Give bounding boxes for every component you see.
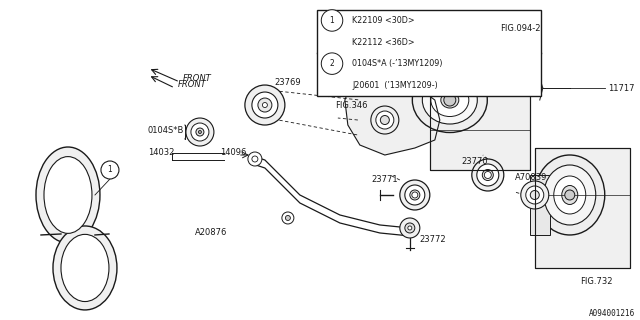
Circle shape [248,152,262,166]
Text: 0104S*B: 0104S*B [148,125,184,134]
Bar [430,60,530,170]
Circle shape [262,102,268,108]
Ellipse shape [61,234,109,301]
Circle shape [400,218,420,238]
Ellipse shape [412,68,487,132]
Circle shape [282,212,294,224]
Ellipse shape [36,147,100,243]
Text: 0104S*A (-’13MY1209): 0104S*A (-’13MY1209) [353,59,443,68]
Text: 1: 1 [108,165,113,174]
Ellipse shape [44,156,92,233]
Circle shape [285,215,291,220]
Ellipse shape [477,164,499,186]
Circle shape [564,190,575,200]
Ellipse shape [410,190,420,200]
Circle shape [405,223,415,233]
Text: 14032: 14032 [148,148,174,156]
Circle shape [252,156,258,162]
Text: 1: 1 [330,16,335,25]
Bar [430,60,530,170]
Bar [317,10,541,96]
Polygon shape [345,65,440,155]
Text: A70839: A70839 [515,173,547,182]
Text: J20601  (’13MY1209-): J20601 (’13MY1209-) [353,81,438,90]
Circle shape [252,92,278,118]
Ellipse shape [531,190,540,199]
Text: A094001216: A094001216 [589,309,635,318]
Ellipse shape [483,170,493,180]
Circle shape [412,192,418,198]
Ellipse shape [400,180,430,210]
Circle shape [484,172,492,179]
Circle shape [186,118,214,146]
Ellipse shape [521,181,548,209]
Ellipse shape [422,76,477,124]
Circle shape [258,98,272,112]
Text: FRONT: FRONT [183,74,212,83]
Ellipse shape [376,111,394,129]
Ellipse shape [431,84,469,116]
Text: 23769: 23769 [275,77,301,86]
Text: 23772: 23772 [420,236,447,244]
Circle shape [191,123,209,141]
Circle shape [444,94,456,106]
Text: FRONT: FRONT [178,80,207,89]
Text: A20876: A20876 [195,228,227,237]
Ellipse shape [535,155,605,235]
Circle shape [245,85,285,125]
Ellipse shape [441,92,459,108]
Ellipse shape [562,186,578,204]
Ellipse shape [380,116,389,124]
Text: FIG.094-2: FIG.094-2 [500,24,540,33]
Ellipse shape [526,186,544,204]
Circle shape [101,161,119,179]
Text: K22112 <36D>: K22112 <36D> [353,37,415,46]
Ellipse shape [405,185,425,205]
Circle shape [408,226,412,230]
Bar [530,175,550,235]
Ellipse shape [371,106,399,134]
Circle shape [198,131,202,133]
Ellipse shape [554,176,586,214]
Circle shape [196,128,204,136]
Text: FIG.346: FIG.346 [335,100,367,109]
Ellipse shape [544,165,596,225]
Circle shape [321,53,343,74]
Ellipse shape [53,226,117,310]
Text: 23771: 23771 [372,175,399,185]
Text: FIG.732: FIG.732 [580,277,612,286]
Ellipse shape [472,159,504,191]
Text: 23770: 23770 [462,157,488,166]
Circle shape [321,10,343,31]
Text: 14096: 14096 [220,148,246,156]
Text: K22109 <30D>: K22109 <30D> [353,16,415,25]
Bar [535,148,630,268]
Text: 11717: 11717 [608,84,634,92]
Text: 2: 2 [330,59,335,68]
Bar [535,148,630,268]
